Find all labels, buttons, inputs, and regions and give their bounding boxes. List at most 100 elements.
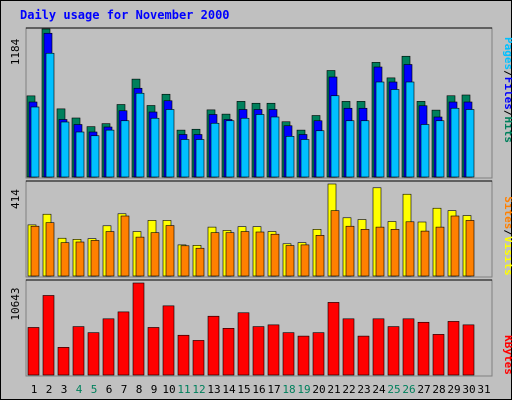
bar-kbytes-day-29 xyxy=(447,321,460,376)
bar-pages-day-16 xyxy=(255,114,265,178)
bar-kbytes-day-12 xyxy=(192,340,205,376)
bar-kbytes-day-7 xyxy=(117,311,130,376)
bar-sites-day-30 xyxy=(465,220,475,277)
bar-sites-day-17 xyxy=(270,233,280,277)
bar-pages-day-6 xyxy=(105,129,115,178)
x-label-day-18: 18 xyxy=(282,383,295,396)
legend-sites-visits: Sites/Visits xyxy=(502,196,512,276)
bar-pages-day-1 xyxy=(30,106,40,178)
bar-sites-day-6 xyxy=(105,231,115,277)
bar-kbytes-day-9 xyxy=(147,327,160,376)
bar-pages-day-20 xyxy=(315,130,325,178)
bar-pages-day-22 xyxy=(345,120,355,178)
x-label-day-22: 22 xyxy=(342,383,355,396)
bar-pages-day-13 xyxy=(210,122,220,178)
bar-kbytes-day-28 xyxy=(432,334,445,376)
bar-pages-day-10 xyxy=(165,109,175,178)
bar-pages-day-27 xyxy=(420,124,430,178)
bar-kbytes-day-1 xyxy=(27,327,40,376)
legend-sep-3: / xyxy=(502,229,512,236)
bar-pages-day-3 xyxy=(60,121,70,178)
bar-kbytes-day-24 xyxy=(372,318,385,376)
legend-sep-2: / xyxy=(502,110,512,117)
bar-pages-day-17 xyxy=(270,116,280,178)
bar-sites-day-24 xyxy=(375,226,385,277)
x-label-day-23: 23 xyxy=(357,383,370,396)
x-label-day-7: 7 xyxy=(121,383,128,396)
x-label-day-9: 9 xyxy=(151,383,158,396)
kbytes-panel xyxy=(25,279,493,377)
bar-sites-day-10 xyxy=(165,225,175,277)
x-label-day-28: 28 xyxy=(432,383,445,396)
legend-files: Files xyxy=(502,77,512,110)
x-label-day-16: 16 xyxy=(252,383,265,396)
x-label-day-26: 26 xyxy=(402,383,415,396)
bar-sites-day-29 xyxy=(450,215,460,277)
bar-pages-day-8 xyxy=(135,92,145,178)
bar-pages-day-2 xyxy=(45,52,55,178)
bar-kbytes-day-14 xyxy=(222,328,235,376)
x-label-day-10: 10 xyxy=(162,383,175,396)
bars-layer xyxy=(26,28,475,376)
bar-pages-day-12 xyxy=(195,139,205,178)
bar-kbytes-day-30 xyxy=(462,324,475,376)
bar-kbytes-day-27 xyxy=(417,321,430,376)
x-label-day-11: 11 xyxy=(177,383,190,396)
visits-panel xyxy=(25,180,493,278)
bar-sites-day-22 xyxy=(345,225,355,277)
x-label-day-3: 3 xyxy=(61,383,68,396)
kbytes-ymax-label: 10643 xyxy=(9,287,22,320)
x-label-day-19: 19 xyxy=(297,383,310,396)
bar-sites-day-16 xyxy=(255,231,265,277)
bar-kbytes-day-16 xyxy=(252,326,265,376)
legend-sites: Sites xyxy=(502,196,512,229)
bar-sites-day-28 xyxy=(435,226,445,277)
bar-sites-day-23 xyxy=(360,229,370,277)
bar-sites-day-19 xyxy=(300,244,310,277)
bar-kbytes-day-26 xyxy=(402,318,415,376)
bar-pages-day-26 xyxy=(405,81,415,178)
bar-kbytes-day-19 xyxy=(297,335,310,376)
bar-kbytes-day-3 xyxy=(57,347,70,376)
bar-kbytes-day-15 xyxy=(237,312,250,376)
legend-hits-files-pages: Pages/Files/Hits xyxy=(502,37,512,143)
bar-sites-day-4 xyxy=(75,241,85,277)
hits-ymax-label: 1184 xyxy=(9,38,22,65)
hits-panel xyxy=(25,27,493,179)
bar-kbytes-day-6 xyxy=(102,318,115,376)
x-label-day-25: 25 xyxy=(387,383,400,396)
bar-pages-day-21 xyxy=(330,95,340,178)
x-label-day-17: 17 xyxy=(267,383,280,396)
legend-sep-1: / xyxy=(502,70,512,77)
x-label-day-14: 14 xyxy=(222,383,236,396)
bar-pages-day-30 xyxy=(465,109,475,178)
bar-pages-day-23 xyxy=(360,120,370,178)
bar-kbytes-day-18 xyxy=(282,332,295,376)
x-label-day-29: 29 xyxy=(447,383,460,396)
bar-kbytes-day-4 xyxy=(72,326,85,376)
bar-kbytes-day-17 xyxy=(267,324,280,376)
bar-sites-day-1 xyxy=(30,225,40,277)
bar-sites-day-2 xyxy=(45,222,55,277)
bar-pages-day-29 xyxy=(450,107,460,178)
x-axis-labels: 1 2 3 4 5 6 7 8 9 10 11 12 13 14 15 16 17 18 19 20 21 22 23 24 2… xyxy=(31,383,491,396)
bar-pages-day-11 xyxy=(180,139,190,178)
bar-kbytes-day-5 xyxy=(87,332,100,376)
bar-pages-day-24 xyxy=(375,81,385,178)
x-label-day-21: 21 xyxy=(327,383,340,396)
x-label-day-4: 4 xyxy=(76,383,83,396)
legend-visits: Visits xyxy=(502,236,512,276)
x-label-day-15: 15 xyxy=(237,383,250,396)
bar-sites-day-18 xyxy=(285,245,295,277)
x-label-day-6: 6 xyxy=(106,383,113,396)
bar-kbytes-day-10 xyxy=(162,305,175,376)
bar-kbytes-day-22 xyxy=(342,318,355,376)
x-label-day-5: 5 xyxy=(91,383,98,396)
bar-kbytes-day-11 xyxy=(177,334,190,376)
bar-pages-day-4 xyxy=(75,131,85,178)
bar-sites-day-25 xyxy=(390,229,400,277)
x-label-day-30: 30 xyxy=(462,383,475,396)
bar-pages-day-18 xyxy=(285,136,295,178)
x-label-day-20: 20 xyxy=(312,383,325,396)
